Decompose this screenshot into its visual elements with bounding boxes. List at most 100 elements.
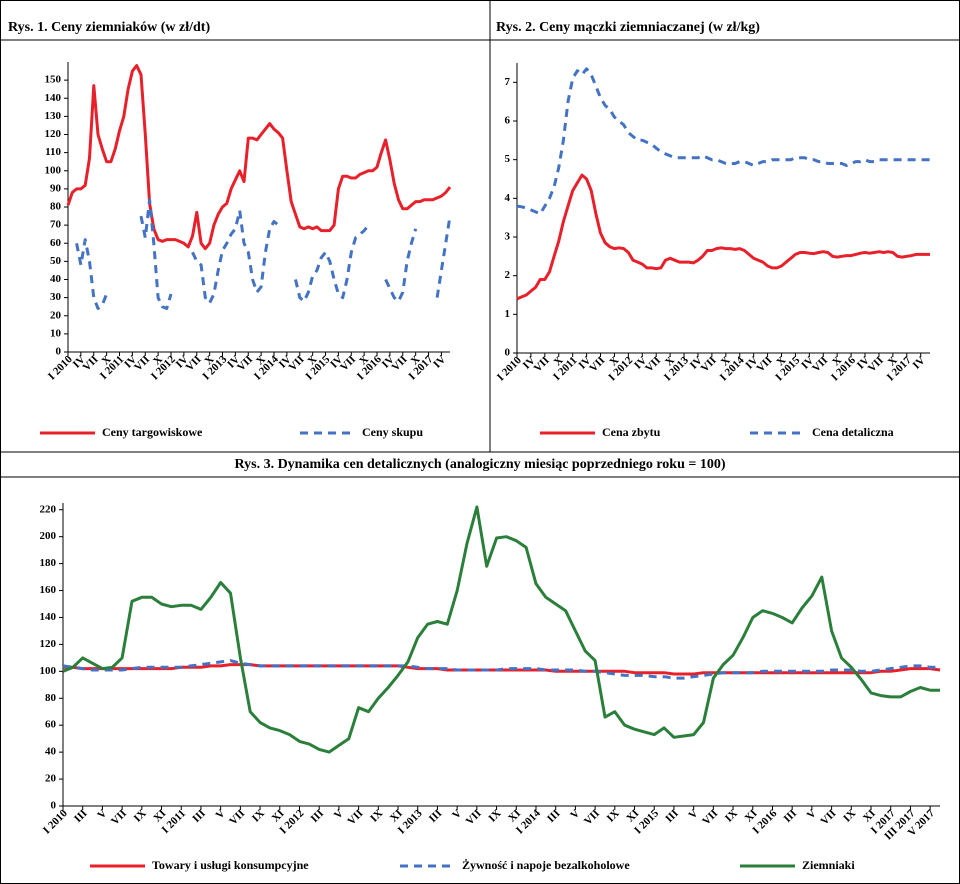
series-line xyxy=(62,659,940,680)
y-tick-label: 180 xyxy=(40,557,57,569)
series-line xyxy=(516,67,930,216)
legend-label: Ceny skupu xyxy=(362,425,423,439)
x-tick-label: V xyxy=(686,807,700,821)
x-tick-label: V xyxy=(213,807,227,821)
y-tick-label: 0 xyxy=(505,347,511,359)
x-tick-label: IX xyxy=(486,807,503,824)
x-tick-label: VII xyxy=(132,353,152,373)
legend-label: Ceny targowiskowe xyxy=(102,425,203,439)
y-tick-label: 30 xyxy=(50,291,62,303)
x-tick-label: VII xyxy=(754,354,774,374)
y-tick-label: 5 xyxy=(505,153,511,165)
y-tick-label: 130 xyxy=(45,110,62,122)
chart-title: Rys. 1. Ceny ziemniaków (w zł/dt) xyxy=(8,20,210,35)
y-tick-label: 0 xyxy=(51,800,57,812)
y-tick-label: 140 xyxy=(45,92,62,104)
x-tick-label: VII xyxy=(587,354,607,374)
series-line xyxy=(75,238,108,310)
y-tick-label: 100 xyxy=(45,164,62,176)
y-tick-label: 1 xyxy=(505,308,511,320)
x-tick-label: V xyxy=(805,807,819,821)
x-tick-label: VII xyxy=(582,807,602,827)
y-tick-label: 3 xyxy=(505,231,511,243)
x-tick-label: VII xyxy=(532,354,552,374)
y-tick-label: 2 xyxy=(505,269,511,281)
x-tick-label: VII xyxy=(81,353,101,373)
x-tick-label: III xyxy=(427,807,445,825)
y-tick-label: 80 xyxy=(45,692,57,704)
x-tick-label: VII xyxy=(184,353,204,373)
x-tick-label: VII xyxy=(810,354,830,374)
x-tick-label: VII xyxy=(235,353,255,373)
series-line xyxy=(435,215,452,298)
x-tick-label: VII xyxy=(699,354,719,374)
x-tick-label: VII xyxy=(390,353,410,373)
series-line xyxy=(191,209,280,305)
series-line xyxy=(139,198,173,310)
y-tick-label: 200 xyxy=(40,530,57,542)
y-tick-label: 20 xyxy=(50,309,62,321)
x-tick-label: VII xyxy=(287,353,307,373)
x-tick-label: III xyxy=(663,807,681,825)
x-tick-label: V xyxy=(95,807,109,821)
x-tick-label: VII xyxy=(700,807,720,827)
x-tick-label: III xyxy=(72,807,90,825)
y-tick-label: 60 xyxy=(45,719,57,731)
x-tick-label: VII xyxy=(643,354,663,374)
y-tick-label: 120 xyxy=(40,638,57,650)
x-tick-label: IX xyxy=(250,807,267,824)
series-line xyxy=(384,228,418,303)
y-tick-label: 0 xyxy=(56,346,62,358)
x-tick-label: IX xyxy=(132,807,149,824)
x-tick-label: VII xyxy=(338,353,358,373)
series-line xyxy=(516,173,930,301)
y-tick-label: 90 xyxy=(50,182,62,194)
x-tick-label: VII xyxy=(866,354,886,374)
y-tick-label: 20 xyxy=(45,773,57,785)
series-line xyxy=(66,64,452,251)
x-tick-label: IV xyxy=(910,354,927,371)
y-tick-label: 160 xyxy=(40,584,57,596)
y-tick-label: 7 xyxy=(505,76,511,88)
y-tick-label: 100 xyxy=(40,665,57,677)
chart-title: Rys. 2. Ceny mączki ziemniaczanej (w zł/… xyxy=(496,20,760,35)
x-tick-label: IX xyxy=(841,807,858,824)
series-line xyxy=(62,505,940,754)
x-tick-label: V xyxy=(332,807,346,821)
y-tick-label: 6 xyxy=(505,115,511,127)
y-tick-label: 60 xyxy=(50,237,62,249)
x-tick-label: VII xyxy=(464,807,484,827)
x-tick-label: III xyxy=(309,807,327,825)
x-tick-label: V xyxy=(450,807,464,821)
y-tick-label: 120 xyxy=(45,128,62,140)
legend-label: Cena detaliczna xyxy=(812,425,894,439)
x-tick-label: VII xyxy=(345,807,365,827)
y-tick-label: 50 xyxy=(50,255,62,267)
y-tick-label: 140 xyxy=(40,611,57,623)
series-line xyxy=(294,224,370,303)
y-tick-label: 110 xyxy=(45,146,61,158)
y-tick-label: 150 xyxy=(45,74,62,86)
x-tick-label: III xyxy=(545,807,563,825)
x-tick-label: III xyxy=(190,807,208,825)
x-tick-label: III xyxy=(782,807,800,825)
y-tick-label: 40 xyxy=(45,746,57,758)
x-tick-label: IV xyxy=(431,353,448,370)
y-tick-label: 80 xyxy=(50,201,62,213)
y-tick-label: 70 xyxy=(50,219,62,231)
y-tick-label: 220 xyxy=(40,503,57,515)
x-tick-label: IX xyxy=(723,807,740,824)
y-tick-label: 4 xyxy=(505,192,511,204)
legend-label: Żywność i napoje bezalkoholowe xyxy=(462,858,630,872)
chart-title: Rys. 3. Dynamika cen detalicznych (analo… xyxy=(235,457,726,472)
legend-label: Towary i usługi konsumpcyjne xyxy=(152,858,309,872)
y-tick-label: 40 xyxy=(50,273,62,285)
x-tick-label: VII xyxy=(109,807,129,827)
legend-label: Cena zbytu xyxy=(602,425,661,439)
x-tick-label: IX xyxy=(605,807,622,824)
y-tick-label: 10 xyxy=(50,327,62,339)
x-tick-label: VII xyxy=(227,807,247,827)
x-tick-label: V xyxy=(568,807,582,821)
x-tick-label: IX xyxy=(368,807,385,824)
